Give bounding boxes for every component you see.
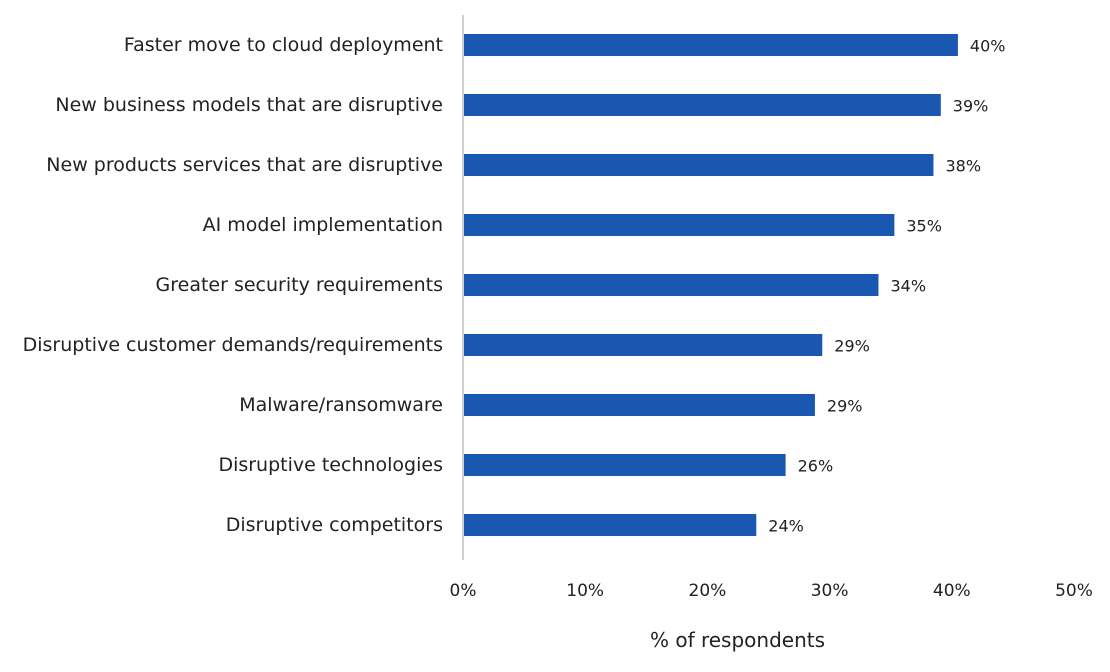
bar-value-label: 35%	[906, 217, 942, 236]
x-tick-labels: 0% 10% 20% 30% 40% 50%	[450, 581, 1093, 601]
category-label: New products services that are disruptiv…	[46, 154, 443, 176]
x-tick-label: 20%	[689, 581, 727, 601]
category-label: AI model implementation	[203, 214, 443, 236]
bars-group	[463, 34, 958, 536]
bar	[463, 154, 934, 176]
bar-value-label: 39%	[953, 97, 989, 116]
category-label: Disruptive competitors	[226, 514, 443, 536]
bar-value-label: 29%	[834, 337, 870, 356]
bar-value-label: 26%	[798, 457, 834, 476]
bar	[463, 334, 823, 356]
x-tick-label: 10%	[566, 581, 604, 601]
category-label: Malware/ransomware	[239, 394, 443, 416]
category-label: Faster move to cloud deployment	[124, 34, 443, 56]
bar	[463, 514, 757, 536]
bar	[463, 274, 879, 296]
category-label: Greater security requirements	[156, 274, 443, 296]
x-axis-title: % of respondents	[650, 628, 825, 652]
bar	[463, 394, 815, 416]
value-labels: 40% 39% 38% 35% 34% 29% 29% 26% 24%	[768, 37, 1005, 536]
bar	[463, 94, 941, 116]
category-label: Disruptive customer demands/requirements	[23, 334, 443, 356]
category-labels: Faster move to cloud deployment New busin…	[23, 34, 443, 536]
bar-value-label: 34%	[890, 277, 926, 296]
bar-value-label: 40%	[970, 37, 1006, 56]
bar-value-label: 38%	[945, 157, 981, 176]
x-tick-label: 40%	[933, 581, 971, 601]
x-tick-label: 50%	[1055, 581, 1093, 601]
bar	[463, 34, 958, 56]
category-label: New business models that are disruptive	[55, 94, 443, 116]
x-tick-label: 0%	[450, 581, 477, 601]
bar	[463, 214, 895, 236]
bar	[463, 454, 786, 476]
x-tick-label: 30%	[811, 581, 849, 601]
bar-value-label: 24%	[768, 517, 804, 536]
bar-value-label: 29%	[827, 397, 863, 416]
category-label: Disruptive technologies	[218, 454, 443, 476]
